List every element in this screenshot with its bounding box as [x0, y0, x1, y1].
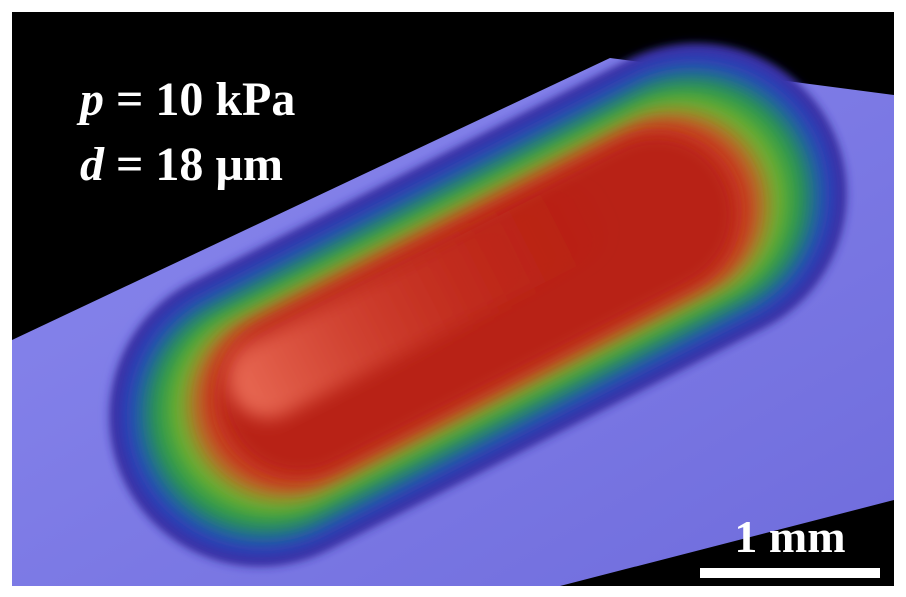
pressure-label: p = 10 kPa [76, 73, 295, 126]
thickness-label: d = 18 µm [80, 138, 283, 191]
symbol: d [80, 138, 105, 191]
value: = 10 kPa [116, 73, 295, 126]
value: = 18 µm [116, 138, 283, 191]
scale-bar [700, 568, 880, 578]
image: p = 10 kPa d = 18 µm 1 mm [0, 0, 906, 597]
scale-bar-label: 1 mm [734, 511, 845, 562]
symbol: p [76, 73, 104, 126]
